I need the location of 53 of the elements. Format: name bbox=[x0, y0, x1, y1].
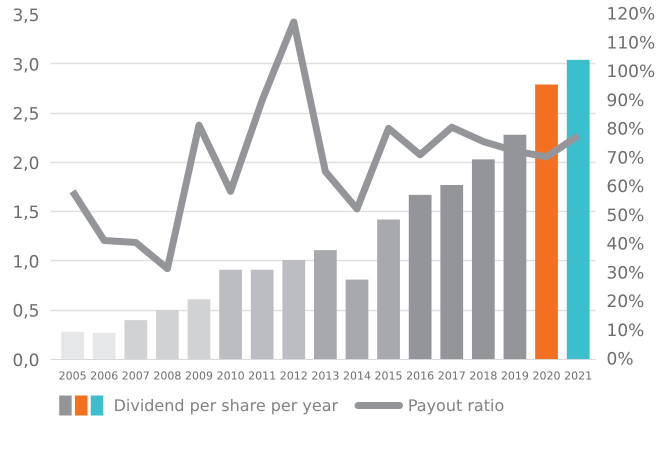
y-tick-label: 2,5 bbox=[12, 104, 40, 125]
y2-tick-label: 20% bbox=[606, 292, 644, 312]
x-tick-label: 2012 bbox=[280, 370, 308, 382]
x-tick-label: 2005 bbox=[58, 370, 87, 382]
x-tick-label: 2015 bbox=[374, 370, 403, 382]
y2-tick-label: 100% bbox=[606, 62, 656, 82]
y2-tick-label: 70% bbox=[606, 148, 644, 168]
y2-tick-label: 40% bbox=[606, 234, 644, 254]
x-tick-label: 2006 bbox=[90, 370, 118, 382]
bar bbox=[377, 220, 400, 360]
y2-tick-label: 50% bbox=[606, 206, 644, 226]
legend-label: Dividend per share per year bbox=[114, 396, 339, 415]
x-tick-label: 2018 bbox=[469, 370, 498, 382]
y2-tick-label: 80% bbox=[606, 120, 644, 140]
bar bbox=[535, 84, 558, 360]
bar bbox=[250, 270, 274, 360]
bar bbox=[408, 194, 432, 360]
x-tick-label: 2013 bbox=[311, 370, 340, 382]
y-tick-label: 0,0 bbox=[12, 351, 40, 371]
y-tick-label: 1,5 bbox=[12, 203, 40, 224]
legend-label: Payout ratio bbox=[408, 396, 504, 415]
y2-tick-label: 30% bbox=[606, 263, 644, 284]
y-tick-label: 3,0 bbox=[12, 55, 40, 76]
bar bbox=[314, 250, 337, 360]
bar bbox=[472, 159, 495, 360]
bar bbox=[219, 270, 242, 360]
y-tick-label: 2,0 bbox=[12, 154, 40, 174]
x-tick-label: 2009 bbox=[184, 370, 213, 382]
bar bbox=[346, 280, 368, 360]
bar bbox=[92, 332, 116, 360]
y-tick-label: 3,5 bbox=[12, 6, 40, 26]
x-tick-label: 2011 bbox=[248, 370, 276, 382]
y-tick-label: 0,5 bbox=[12, 302, 40, 322]
y2-tick-label: 0% bbox=[606, 350, 634, 370]
y2-tick-label: 60% bbox=[606, 177, 644, 197]
x-tick-label: 2019 bbox=[500, 370, 529, 382]
y-tick-label: 1,0 bbox=[12, 252, 40, 272]
bar bbox=[61, 332, 84, 360]
y2-tick-label: 10% bbox=[606, 320, 644, 341]
x-tick-label: 2014 bbox=[342, 370, 371, 382]
y2-tick-label: 110% bbox=[606, 33, 656, 54]
x-tick-label: 2021 bbox=[564, 370, 592, 382]
x-tick-label: 2020 bbox=[532, 370, 561, 382]
x-tick-label: 2016 bbox=[406, 370, 434, 382]
x-tick-label: 2008 bbox=[153, 370, 182, 382]
x-tick-label: 2017 bbox=[438, 370, 466, 382]
bar bbox=[566, 60, 590, 360]
x-tick-label: 2010 bbox=[216, 370, 245, 382]
y2-tick-label: 120% bbox=[606, 4, 656, 24]
x-tick-label: 2007 bbox=[122, 370, 150, 382]
bar bbox=[282, 260, 306, 360]
bar bbox=[440, 185, 464, 360]
y2-tick-label: 90% bbox=[606, 90, 644, 111]
